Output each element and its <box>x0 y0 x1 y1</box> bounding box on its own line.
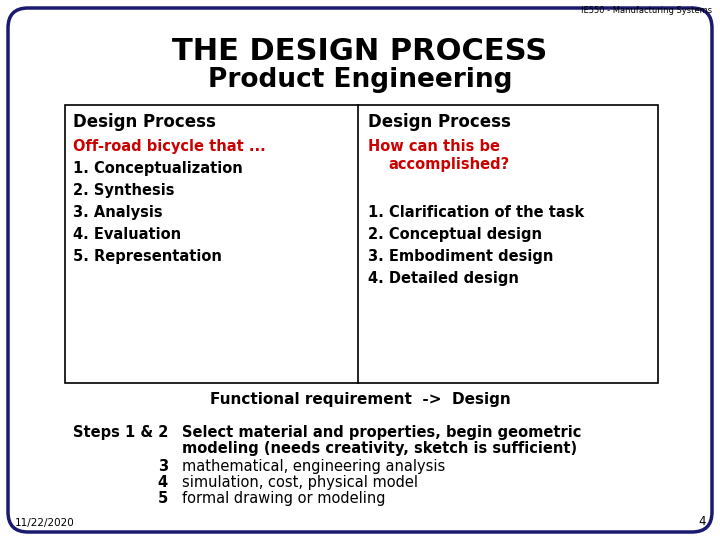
Text: 2. Conceptual design: 2. Conceptual design <box>368 227 542 242</box>
Text: 5: 5 <box>158 491 168 506</box>
Text: Select material and properties, begin geometric: Select material and properties, begin ge… <box>182 425 581 440</box>
Text: accomplished?: accomplished? <box>388 157 509 172</box>
Text: 1. Conceptualization: 1. Conceptualization <box>73 161 243 176</box>
Text: Off-road bicycle that ...: Off-road bicycle that ... <box>73 139 266 154</box>
Text: 3. Embodiment design: 3. Embodiment design <box>368 249 554 264</box>
Text: Functional requirement  ->  Design: Functional requirement -> Design <box>210 392 510 407</box>
Text: 4: 4 <box>698 515 706 528</box>
Text: IE550 - Manufacturing Systems: IE550 - Manufacturing Systems <box>581 6 712 15</box>
Text: simulation, cost, physical model: simulation, cost, physical model <box>182 475 418 490</box>
Text: Design Process: Design Process <box>368 113 511 131</box>
Text: 11/22/2020: 11/22/2020 <box>15 518 75 528</box>
Text: 3: 3 <box>158 459 168 474</box>
Text: How can this be: How can this be <box>368 139 500 154</box>
Text: THE DESIGN PROCESS: THE DESIGN PROCESS <box>172 37 548 66</box>
Text: Design Process: Design Process <box>73 113 216 131</box>
Text: Product Engineering: Product Engineering <box>208 67 512 93</box>
Bar <box>65 105 658 383</box>
Text: 3. Analysis: 3. Analysis <box>73 205 163 220</box>
Text: 2. Synthesis: 2. Synthesis <box>73 183 174 198</box>
Text: 4. Detailed design: 4. Detailed design <box>368 271 519 286</box>
Text: mathematical, engineering analysis: mathematical, engineering analysis <box>182 459 445 474</box>
Text: 4: 4 <box>158 475 168 490</box>
Text: 1. Clarification of the task: 1. Clarification of the task <box>368 205 584 220</box>
Text: 4. Evaluation: 4. Evaluation <box>73 227 181 242</box>
FancyBboxPatch shape <box>8 8 712 532</box>
Text: formal drawing or modeling: formal drawing or modeling <box>182 491 385 506</box>
Text: Steps 1 & 2: Steps 1 & 2 <box>73 425 168 440</box>
Text: 5. Representation: 5. Representation <box>73 249 222 264</box>
Text: modeling (needs creativity, sketch is sufficient): modeling (needs creativity, sketch is su… <box>182 441 577 456</box>
